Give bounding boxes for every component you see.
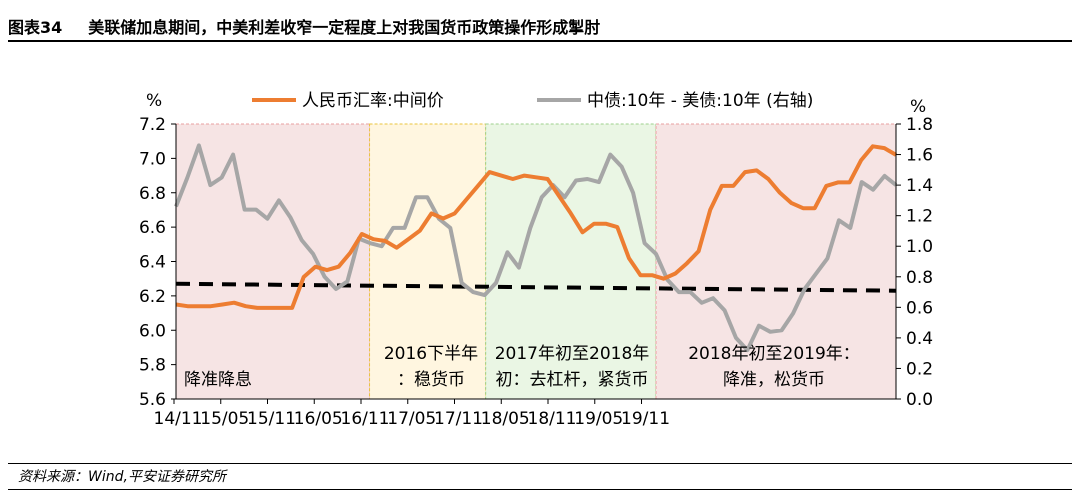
x-tick-label: 18/05 bbox=[481, 409, 530, 429]
y-right-tick-label: 1.2 bbox=[906, 207, 933, 227]
y-left-tick-label: 6.0 bbox=[139, 321, 166, 341]
threshold-dashed-line bbox=[175, 281, 897, 293]
y-left-tick-label: 5.6 bbox=[139, 390, 166, 410]
policy-annotation-label: 降准，松货币 bbox=[723, 370, 825, 390]
policy-annotation-label: 2017年初至2018年 bbox=[495, 344, 650, 364]
x-tick-label: 17/05 bbox=[387, 409, 436, 429]
x-tick-label: 17/11 bbox=[434, 409, 483, 429]
legend-label-spread: 中债:10年 - 美债:10年 (右轴) bbox=[587, 91, 813, 111]
x-tick-label: 18/11 bbox=[528, 409, 577, 429]
legend-label-cny: 人民币汇率:中间价 bbox=[302, 91, 444, 111]
x-tick-label: 15/11 bbox=[247, 409, 296, 429]
figure-header: 图表34 美联储加息期间，中美利差收窄一定程度上对我国货币政策操作形成掣肘 bbox=[8, 14, 600, 38]
footer-rule-bottom bbox=[8, 489, 1072, 490]
y-right-tick-label: 0.2 bbox=[906, 359, 933, 379]
y-left-tick-label: 6.6 bbox=[139, 218, 166, 238]
cny-series-line bbox=[175, 144, 898, 310]
y-left-tick-label: 7.0 bbox=[139, 149, 166, 169]
y-right-tick-label: 1.0 bbox=[906, 237, 933, 257]
y-left-tick-label: 5.8 bbox=[139, 356, 166, 376]
y-right-unit: % bbox=[910, 97, 926, 117]
x-tick-label: 19/11 bbox=[621, 409, 670, 429]
footer-rule-top bbox=[8, 463, 1072, 464]
spread-series-line bbox=[174, 143, 898, 353]
policy-annotation-label: 降准降息 bbox=[184, 370, 252, 390]
y-right-tick-label: 0.4 bbox=[906, 329, 933, 349]
policy-annotation-label: 2016下半年 bbox=[384, 344, 478, 364]
region-stable bbox=[369, 123, 487, 400]
region-easing bbox=[175, 123, 371, 400]
policy-annotation-label: ：稳货币 bbox=[397, 370, 465, 390]
x-tick-label: 15/05 bbox=[200, 409, 249, 429]
y-right-tick-label: 1.8 bbox=[906, 115, 933, 135]
header-rule bbox=[8, 40, 1072, 42]
y-left-unit: % bbox=[146, 91, 162, 111]
y-right-tick-label: 0.8 bbox=[906, 268, 933, 288]
source-note: 资料来源：Wind,平安证券研究所 bbox=[18, 469, 226, 485]
y-right-tick-label: 0.0 bbox=[906, 390, 933, 410]
y-left-tick-label: 6.4 bbox=[139, 253, 166, 273]
policy-annotation-label: 初：去杠杆，紧货币 bbox=[496, 370, 649, 390]
y-left-tick-label: 7.2 bbox=[139, 115, 166, 135]
chart: 5.6 5.8 6.0 6.2 6.4 6.6 6.8 7.0 7.2 0.0 0.2 0.4 0.6 0… bbox=[139, 91, 933, 429]
figure-label: 图表34 bbox=[8, 18, 63, 37]
x-tick-label: 16/05 bbox=[294, 409, 343, 429]
x-tick-label: 16/11 bbox=[341, 409, 390, 429]
y-left-tick-label: 6.8 bbox=[139, 184, 166, 204]
y-right-tick-label: 0.6 bbox=[906, 298, 933, 318]
x-tick-label: 14/11 bbox=[154, 409, 203, 429]
y-right-tick-label: 1.4 bbox=[906, 176, 933, 196]
x-tick-label: 19/05 bbox=[574, 409, 623, 429]
figure-title: 美联储加息期间，中美利差收窄一定程度上对我国货币政策操作形成掣肘 bbox=[88, 18, 601, 37]
policy-annotation-label: 2018年初至2019年： bbox=[688, 344, 860, 364]
y-left-tick-label: 6.2 bbox=[139, 287, 166, 307]
y-right-tick-label: 1.6 bbox=[906, 146, 933, 166]
